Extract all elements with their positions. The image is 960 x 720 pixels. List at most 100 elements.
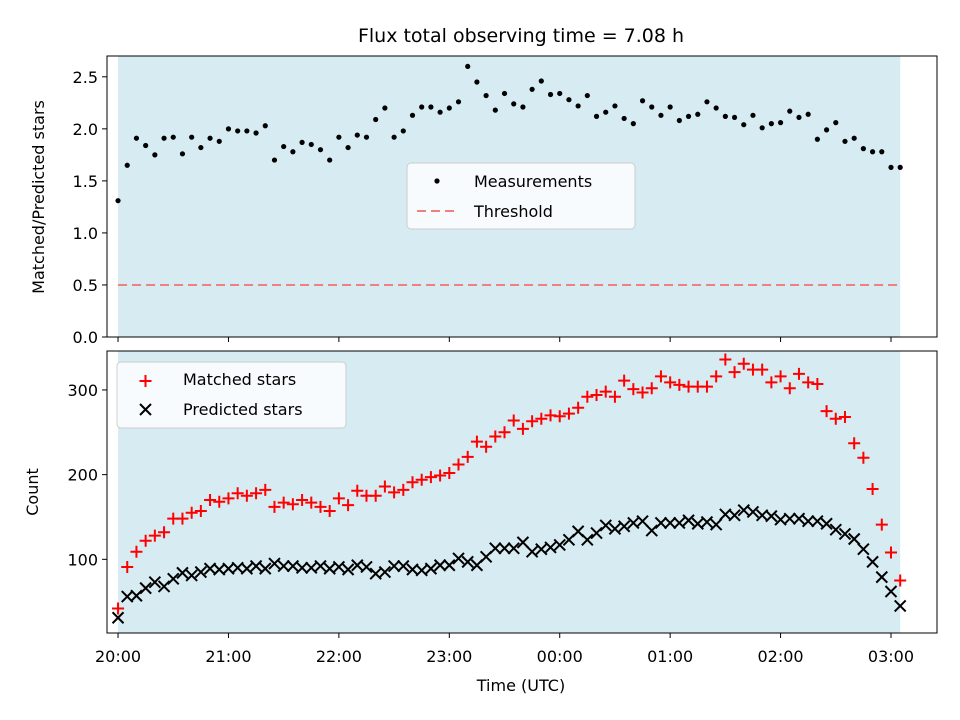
y-tick-label: 1.0 (73, 224, 98, 243)
predicted-star-point (194, 565, 208, 579)
matched-star-point (139, 534, 152, 547)
predicted-star-point (581, 533, 594, 547)
measurement-point (354, 132, 360, 138)
measurement-point (446, 105, 452, 111)
matched-star-point (268, 500, 281, 513)
predicted-star-point (893, 599, 907, 613)
predicted-star-point (847, 532, 861, 546)
y-tick-label: 1.5 (73, 172, 98, 191)
top-axes-frame (106, 55, 938, 338)
predicted-star-point (332, 560, 346, 574)
matched-star-point (121, 560, 134, 573)
matched-star-point (443, 466, 456, 479)
matched-star-point (498, 426, 511, 439)
predicted-star-point (792, 512, 806, 525)
matched-star-point (461, 450, 474, 463)
measurement-point (879, 149, 885, 155)
matched-star-point (204, 494, 217, 507)
matched-star-point (434, 469, 447, 482)
x-tick-label: 01:00 (647, 647, 693, 666)
matched-star-point (406, 476, 419, 489)
predicted-star-point (654, 516, 668, 530)
top-legend-box (406, 162, 636, 230)
matched-star-point (719, 353, 732, 366)
matched-star-point (130, 545, 143, 558)
predicted-star-point (765, 509, 778, 523)
matched-star-point (378, 480, 391, 493)
predicted-star-point (397, 559, 410, 573)
matched-star-point (415, 473, 428, 486)
predicted-stars-points (111, 503, 907, 624)
matched-star-point (231, 487, 244, 500)
measurement-point (777, 120, 784, 126)
matched-star-point (286, 498, 299, 511)
predicted-star-point (525, 545, 539, 558)
matched-star-point (572, 401, 585, 414)
measurement-point (483, 92, 489, 99)
predicted-star-point (636, 515, 649, 528)
measurement-point (722, 113, 728, 119)
predicted-star-point (645, 524, 658, 537)
matched-star-point (590, 389, 603, 402)
predicted-star-point (838, 527, 852, 541)
measurement-point (244, 128, 250, 134)
predicted-star-point (489, 542, 502, 555)
predicted-star-point (277, 559, 290, 573)
matched-star-point (148, 529, 161, 542)
bottom-y-axis-label: Count (23, 468, 42, 516)
predicted-star-point (700, 515, 714, 529)
predicted-star-point (185, 569, 198, 582)
measurement-point (216, 138, 222, 144)
matched-star-point (645, 382, 658, 395)
matched-star-point (332, 492, 345, 505)
predicted-star-point (433, 559, 447, 572)
top-y-ticks: 0.0 0.5 1.0 1.5 2.0 2.5 (73, 68, 107, 347)
measurement-points (115, 63, 903, 204)
measurement-point (741, 122, 747, 128)
predicted-star-point (314, 559, 327, 573)
matched-star-point (618, 374, 631, 387)
predicted-star-point (259, 562, 272, 575)
x-tick-label: 22:00 (316, 647, 362, 666)
matched-star-point (608, 390, 621, 403)
measurement-point (897, 164, 903, 170)
predicted-star-point (811, 515, 824, 528)
measurement-point (281, 143, 287, 150)
measurement-point (869, 149, 876, 155)
predicted-star-point (709, 518, 723, 531)
matched-star-point (194, 505, 207, 518)
matched-star-point (581, 390, 594, 403)
legend-predicted-label: Predicted stars (183, 400, 303, 419)
measurement-point (143, 142, 149, 149)
matched-star-point (627, 383, 640, 396)
measurement-point (290, 149, 296, 155)
predicted-star-point (829, 523, 842, 536)
x-tick-label: 23:00 (426, 647, 472, 666)
predicted-star-point (148, 575, 162, 589)
measurement-point (133, 135, 140, 141)
legend-matched-label: Matched stars (183, 370, 296, 389)
bottom-legend-box (116, 361, 347, 429)
measurement-point (465, 63, 471, 70)
measurement-point (796, 114, 802, 121)
measurement-point (271, 157, 278, 163)
measurement-point (207, 135, 213, 141)
predicted-star-point (682, 514, 695, 527)
top-y-axis-label: Matched/Predicted stars (29, 100, 48, 294)
x-tick-label: 21:00 (205, 647, 251, 666)
predicted-star-point (443, 559, 456, 572)
matched-star-point (277, 496, 290, 509)
legend-measurements-marker (434, 178, 440, 184)
matched-star-point (259, 483, 272, 496)
measurement-point (759, 125, 765, 131)
matched-star-point (185, 506, 198, 519)
matched-star-point (765, 376, 778, 389)
matched-star-point (774, 370, 787, 383)
measurement-point (658, 112, 664, 118)
predicted-star-point (507, 542, 520, 555)
measurement-point (455, 99, 462, 105)
measurement-point (501, 90, 508, 97)
measurement-point (814, 136, 820, 142)
predicted-star-point (249, 559, 263, 573)
